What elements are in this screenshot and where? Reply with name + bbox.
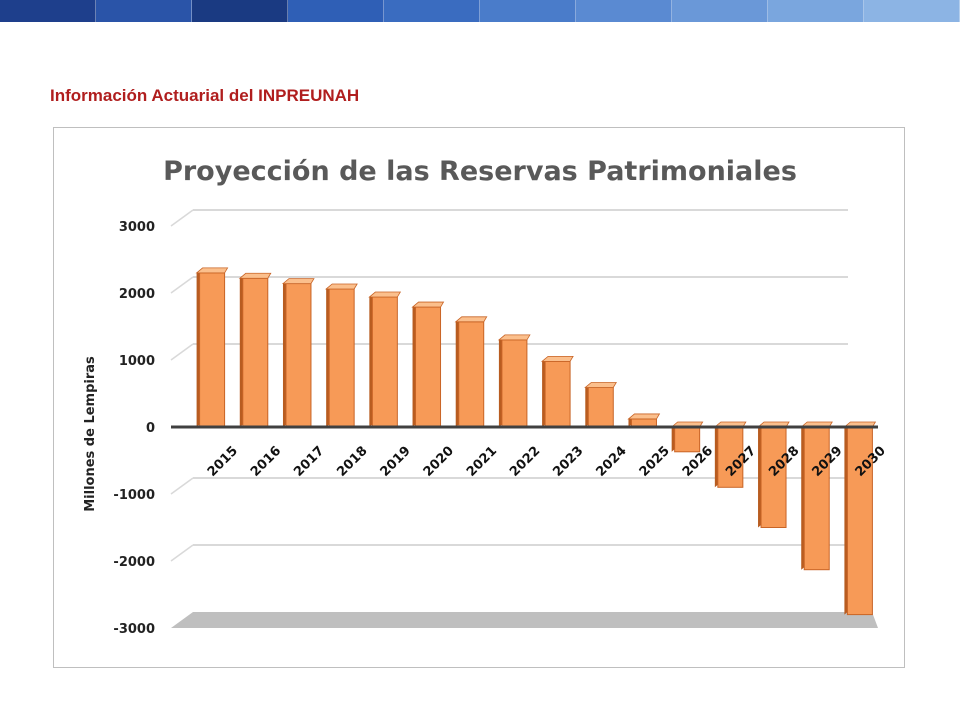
y-tick-label: -2000: [113, 555, 155, 570]
bar-2015: [195, 267, 229, 428]
axis-layer: 3000 2000 1000 0 -1000 -2000 -3000 2015 2016 2017…: [113, 220, 888, 637]
bar: [760, 426, 787, 528]
bar-2025: [627, 413, 661, 428]
bar-top: [368, 291, 402, 298]
slide-title: Información Actuarial del INPREUNAH: [50, 86, 360, 105]
bar-2022: [497, 334, 531, 428]
bar: [674, 426, 701, 453]
y-tick-label: 2000: [119, 287, 155, 302]
band-segment: [576, 0, 672, 22]
bar-top: [540, 355, 574, 362]
x-tick-label: 2020: [421, 444, 457, 480]
bar: [328, 288, 355, 428]
bar-2029: [800, 421, 833, 571]
chart-title: Proyección de las Reservas Patrimoniales: [163, 156, 797, 187]
bar-2030: [843, 421, 877, 616]
bar: [458, 321, 485, 428]
bar-2018: [325, 283, 358, 428]
bar-2020: [411, 301, 445, 428]
top-decorative-band: [0, 0, 960, 22]
x-tick-label: 2017: [291, 444, 327, 480]
gridline-depth: [170, 477, 194, 495]
x-tick-label: 2018: [334, 444, 370, 480]
bar: [415, 306, 442, 428]
bar-2021: [454, 316, 488, 428]
bar: [199, 272, 226, 428]
bar: [242, 277, 269, 428]
x-tick-label: 2023: [550, 444, 586, 480]
y-tick-label: 0: [146, 421, 155, 436]
bar-2016: [238, 272, 272, 428]
bar-2024: [584, 382, 617, 428]
bar: [285, 283, 312, 428]
bar-top: [195, 267, 229, 274]
band-segment: [384, 0, 480, 22]
bar-top: [627, 413, 661, 420]
bar-2019: [368, 291, 402, 428]
x-tick-label: 2016: [248, 444, 284, 480]
bar: [501, 339, 528, 428]
x-tick-label: 2021: [464, 444, 500, 480]
bars-layer: [195, 267, 877, 616]
bar-2017: [281, 278, 315, 428]
bar: [544, 360, 571, 428]
band-segment: [96, 0, 192, 22]
x-tick-label: 2019: [378, 444, 414, 480]
bar-2023: [540, 355, 574, 428]
gridline-depth: [170, 209, 194, 227]
bar-top: [281, 278, 315, 285]
bar-top: [454, 316, 488, 323]
y-tick-label: 1000: [119, 354, 155, 369]
bar-2026: [670, 421, 704, 453]
band-segment: [0, 0, 96, 22]
band-segment: [480, 0, 576, 22]
y-axis-label: Millones de Lempiras: [83, 356, 98, 512]
bar-2028: [756, 421, 790, 528]
chart-frame: Proyección de las Reservas Patrimoniales…: [53, 127, 905, 668]
band-segment: [768, 0, 864, 22]
gridline-depth: [170, 544, 194, 562]
x-tick-label: 2022: [507, 444, 543, 480]
x-tick-label: 2015: [205, 444, 241, 480]
y-tick-label: -3000: [113, 622, 155, 637]
band-segment: [192, 0, 288, 22]
y-tick-label: 3000: [119, 220, 155, 235]
band-segment: [672, 0, 768, 22]
y-tick-label: -1000: [113, 488, 155, 503]
bar-top: [238, 272, 272, 279]
bar-top: [411, 301, 445, 308]
band-segment: [864, 0, 960, 22]
bar: [371, 296, 398, 428]
x-tick-label: 2025: [637, 444, 673, 480]
bar: [803, 426, 830, 571]
bar-top: [584, 382, 617, 388]
bar-top: [497, 334, 531, 341]
x-tick-label: 2024: [594, 444, 630, 480]
bar-chart: Proyección de las Reservas Patrimoniales…: [83, 156, 889, 637]
gridline-depth: [170, 276, 194, 294]
chart-floor: [171, 612, 878, 628]
bar-top: [325, 283, 358, 290]
band-segment: [288, 0, 384, 22]
bar: [587, 386, 614, 428]
gridline-depth: [170, 343, 194, 361]
bar: [846, 426, 873, 616]
